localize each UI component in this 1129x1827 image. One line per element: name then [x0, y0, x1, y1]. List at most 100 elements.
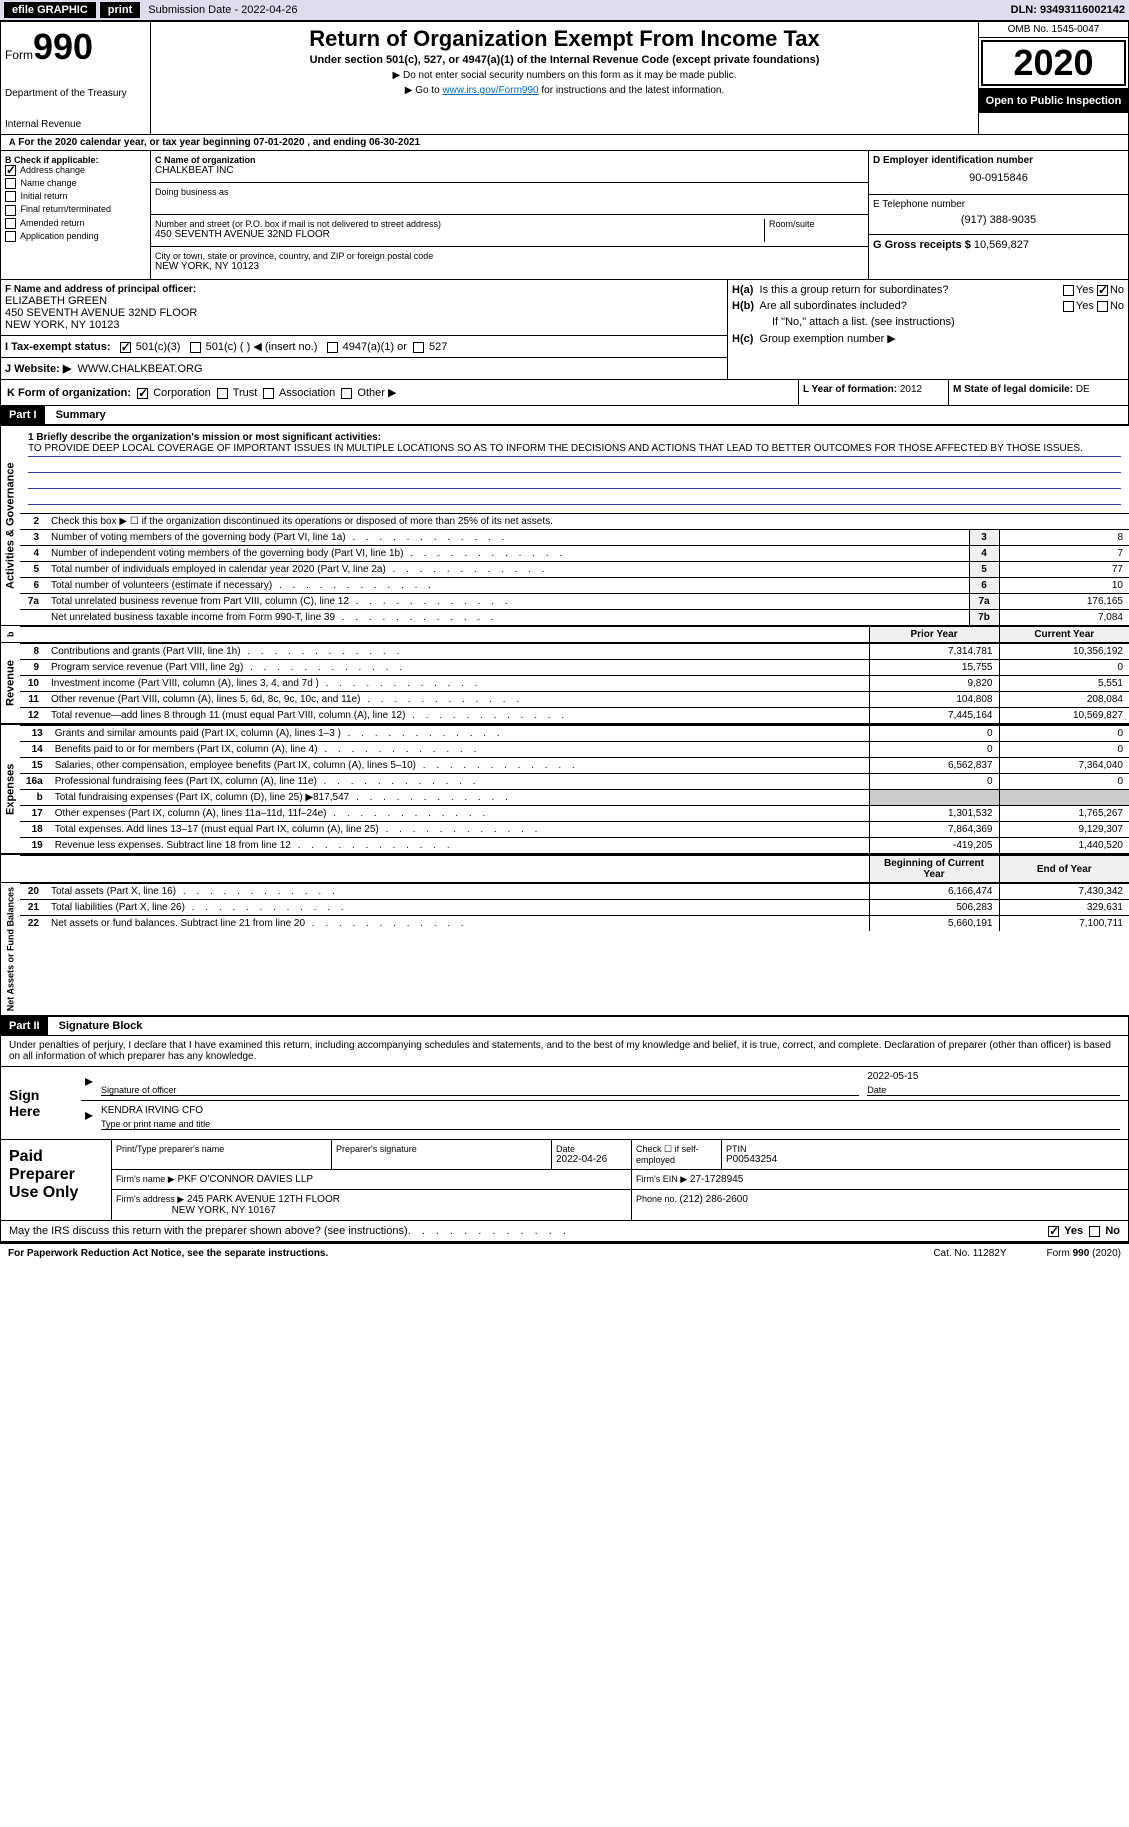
caret-icon-2: ▸ [85, 1105, 93, 1130]
checkbox-initial[interactable] [5, 191, 16, 202]
irs-label: Internal Revenue [5, 119, 146, 130]
table-row: 3Number of voting members of the governi… [20, 530, 1129, 546]
dept-label: Department of the Treasury [5, 88, 146, 99]
table-row: 13Grants and similar amounts paid (Part … [20, 726, 1129, 742]
table-row: 9Program service revenue (Part VIII, lin… [20, 660, 1129, 676]
checkbox-trust[interactable] [217, 388, 228, 399]
firm-addr2: NEW YORK, NY 10167 [172, 1205, 276, 1216]
opt-address: Address change [20, 165, 85, 175]
city-label: City or town, state or province, country… [155, 251, 864, 261]
discuss-no[interactable] [1089, 1226, 1100, 1237]
efile-button[interactable]: efile GRAPHIC [4, 2, 96, 18]
officer-addr1: 450 SEVENTH AVENUE 32ND FLOOR [5, 307, 723, 319]
opt-initial: Initial return [21, 191, 68, 201]
b-divider: b Prior YearCurrent Year [0, 625, 1129, 642]
table-row: 6Total number of volunteers (estimate if… [20, 578, 1129, 594]
hb-yes[interactable] [1063, 301, 1074, 312]
checkbox-final[interactable] [5, 205, 16, 216]
no-label: No [1110, 284, 1124, 296]
footer: For Paperwork Reduction Act Notice, see … [0, 1242, 1129, 1263]
table-row: 10Investment income (Part VIII, column (… [20, 676, 1129, 692]
checkbox-address-change[interactable] [5, 165, 16, 176]
top-bar: efile GRAPHIC print Submission Date - 20… [0, 0, 1129, 20]
declaration-text: Under penalties of perjury, I declare th… [1, 1036, 1128, 1066]
table-row: 12Total revenue—add lines 8 through 11 (… [20, 708, 1129, 724]
ha-yes[interactable] [1063, 285, 1074, 296]
checkbox-527[interactable] [413, 342, 424, 353]
checkbox-pending[interactable] [5, 231, 16, 242]
header-middle: Return of Organization Exempt From Incom… [151, 22, 978, 134]
firm-name: PKF O'CONNOR DAVIES LLP [177, 1174, 313, 1185]
tax-status-label: I Tax-exempt status: [5, 341, 111, 353]
opt-other: Other ▶ [357, 387, 396, 399]
prep-phone-label: Phone no. [636, 1194, 680, 1204]
part2-title: Signature Block [51, 1020, 143, 1032]
revenue-section: Revenue 8Contributions and grants (Part … [0, 642, 1129, 723]
table-row: 20Total assets (Part X, line 16)6,166,47… [20, 884, 1129, 900]
date-label: Date [867, 1085, 1120, 1095]
tax-period-line: A For the 2020 calendar year, or tax yea… [0, 135, 1129, 151]
gov-table: 2Check this box ▶ ☐ if the organization … [20, 513, 1129, 625]
opt-501c3: 501(c)(3) [136, 341, 181, 353]
omb-number: OMB No. 1545-0047 [979, 22, 1128, 38]
opt-corp: Corporation [153, 387, 210, 399]
form-header: Form990 Department of the Treasury Inter… [0, 20, 1129, 135]
prep-phone: (212) 286-2600 [680, 1194, 748, 1205]
cat-no: Cat. No. 11282Y [933, 1248, 1006, 1259]
checkbox-assoc[interactable] [263, 388, 274, 399]
side-expenses: Expenses [0, 725, 20, 853]
checkbox-4947[interactable] [327, 342, 338, 353]
sig-officer-label: Signature of officer [101, 1085, 859, 1095]
irs-link[interactable]: www.irs.gov/Form990 [442, 85, 538, 96]
form-subtitle: Under section 501(c), 527, or 4947(a)(1)… [155, 54, 974, 66]
table-row: bTotal fundraising expenses (Part IX, co… [20, 790, 1129, 806]
expenses-section: Expenses 13Grants and similar amounts pa… [0, 723, 1129, 853]
ein-value: 90-0915846 [873, 166, 1124, 190]
discuss-yes[interactable] [1048, 1226, 1059, 1237]
table-row: 7aTotal unrelated business revenue from … [20, 594, 1129, 610]
checkbox-name-change[interactable] [5, 178, 16, 189]
opt-name: Name change [21, 178, 77, 188]
table-row: 17Other expenses (Part IX, column (A), l… [20, 806, 1129, 822]
mission-blank-1 [28, 459, 1121, 473]
opt-527: 527 [429, 341, 447, 353]
self-employed-check: Check ☐ if self-employed [636, 1144, 717, 1165]
phone-value: (917) 388-9035 [873, 210, 1124, 230]
hb-no[interactable] [1097, 301, 1108, 312]
firm-name-label: Firm's name ▶ [116, 1174, 175, 1184]
netassets-section: Net Assets or Fund Balances 20Total asse… [0, 882, 1129, 1015]
line2-text: Check this box ▶ ☐ if the organization d… [45, 514, 1129, 530]
org-name: CHALKBEAT INC [155, 165, 864, 176]
checkbox-501c3[interactable] [120, 342, 131, 353]
arrow2-pre: ▶ Go to [405, 85, 443, 96]
table-row: 22Net assets or fund balances. Subtract … [20, 916, 1129, 932]
checkbox-corp[interactable] [137, 388, 148, 399]
table-row: 8Contributions and grants (Part VIII, li… [20, 644, 1129, 660]
firm-addr1: 245 PARK AVENUE 12TH FLOOR [187, 1194, 340, 1205]
table-row: 21Total liabilities (Part X, line 26)506… [20, 900, 1129, 916]
addr-label: Number and street (or P.O. box if mail i… [155, 219, 764, 229]
part1-badge: Part I [1, 406, 45, 424]
org-name-label: C Name of organization [155, 155, 256, 165]
type-name-label: Type or print name and title [101, 1119, 1120, 1129]
mission-label: 1 Briefly describe the organization's mi… [28, 432, 381, 443]
hc-text: Group exemption number ▶ [760, 333, 896, 345]
opt-final: Final return/terminated [21, 204, 112, 214]
print-button[interactable]: print [100, 2, 140, 18]
table-row: 16aProfessional fundraising fees (Part I… [20, 774, 1129, 790]
ha-no[interactable] [1097, 285, 1108, 296]
side-netassets: Net Assets or Fund Balances [0, 883, 20, 1015]
instructions-line: ▶ Go to www.irs.gov/Form990 for instruct… [155, 85, 974, 96]
dba-label: Doing business as [155, 187, 864, 197]
website-value: WWW.CHALKBEAT.ORG [77, 363, 202, 375]
checkbox-other[interactable] [341, 388, 352, 399]
state-label: M State of legal domicile: [953, 384, 1076, 395]
part1-header-row: Part I Summary [0, 406, 1129, 425]
table-row: 5Total number of individuals employed in… [20, 562, 1129, 578]
netassets-hdr: Beginning of Current YearEnd of Year [0, 853, 1129, 882]
checkbox-501c[interactable] [190, 342, 201, 353]
firm-ein-label: Firm's EIN ▶ [636, 1174, 687, 1184]
table-row: 18Total expenses. Add lines 13–17 (must … [20, 822, 1129, 838]
checkbox-amended[interactable] [5, 218, 16, 229]
officer-name-val: KENDRA IRVING CFO [101, 1105, 203, 1116]
